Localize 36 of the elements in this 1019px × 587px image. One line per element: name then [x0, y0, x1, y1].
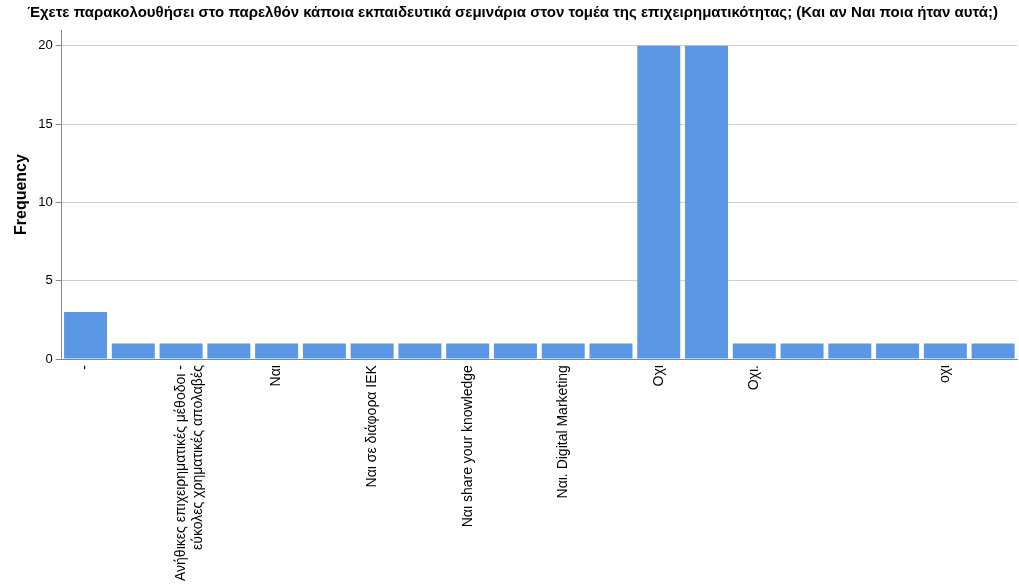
bar — [493, 343, 537, 359]
bar — [828, 343, 872, 359]
bar — [923, 343, 967, 359]
bar — [876, 343, 920, 359]
x-tick-label: οχι — [936, 365, 953, 383]
x-tick-label: Ναι σε διάφορα ΙΕΚ — [363, 364, 379, 488]
y-tick-label: 20 — [38, 37, 53, 53]
y-tick-label: 0 — [45, 350, 53, 366]
bar — [111, 343, 155, 359]
bar — [350, 343, 394, 359]
x-tick-label: Ανήθικες επιχειρηματικές μέθοδοι - εύκολες χρηματικές απολαβές — [171, 364, 205, 581]
bar — [780, 343, 824, 359]
bar — [971, 343, 1015, 359]
y-tick-label: 5 — [45, 272, 53, 288]
x-tick-label: Οχι. — [745, 365, 762, 391]
chart-title: Έχετε παρακολουθήσει στο παρελθόν κάποια εκπαιδευτικά σεμινάρια στον τομέα της επιχειρηματικότητας; (Και αν Ναι ποια ήταν αυτά;) — [27, 3, 998, 21]
bar — [685, 45, 729, 359]
bar — [207, 343, 251, 359]
x-tick-label: Ναι — [267, 365, 284, 387]
y-tick-label: 10 — [38, 193, 53, 209]
x-tick-label: Ναι. Digital Marketing — [554, 365, 571, 499]
bar — [159, 343, 203, 359]
bar — [255, 343, 299, 359]
bar — [732, 343, 776, 359]
bar — [637, 45, 681, 359]
bar — [398, 343, 442, 359]
bar — [302, 343, 346, 359]
bar — [589, 343, 633, 359]
y-tick-label: 15 — [38, 115, 53, 131]
x-tick-label: Ναι share your knowledge — [458, 364, 475, 528]
x-tick-label: Οχι — [649, 365, 666, 387]
x-tick-label: - — [76, 364, 93, 370]
bar — [541, 343, 585, 359]
y-axis-title: Frequency — [12, 153, 30, 236]
bar — [64, 312, 108, 359]
bar — [446, 343, 490, 359]
